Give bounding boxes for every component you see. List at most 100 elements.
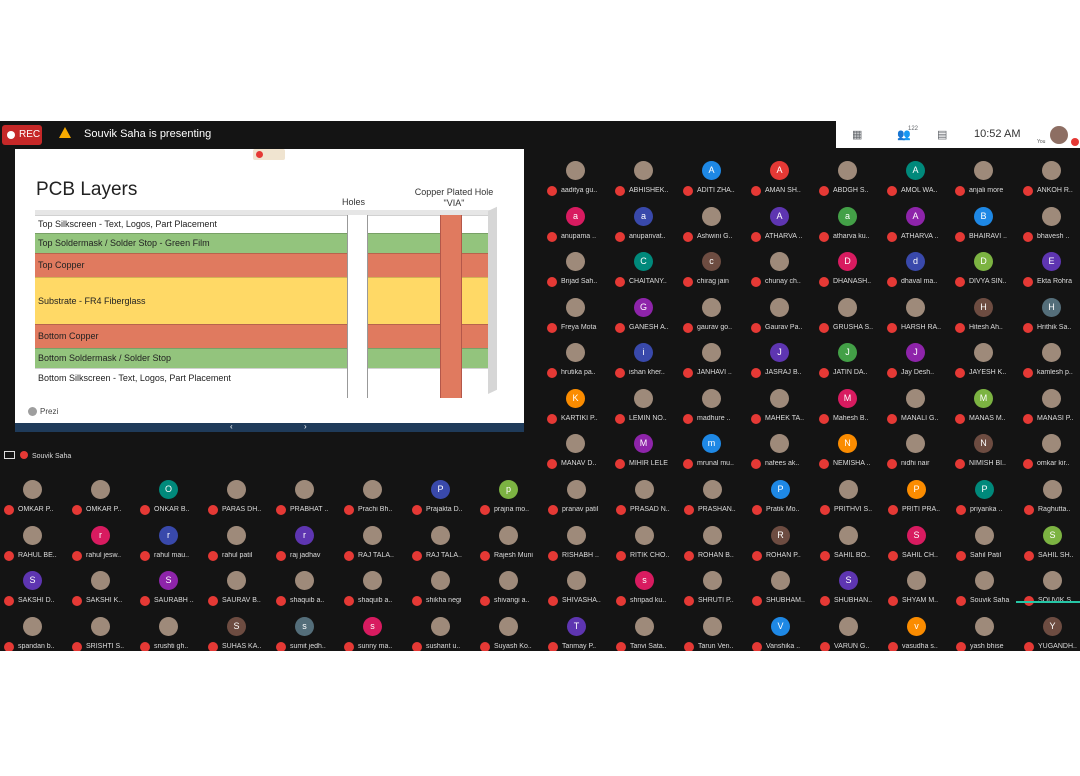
participant-tile[interactable]: yash bhise [953, 616, 1015, 651]
participant-tile[interactable]: kamlesh p.. [1020, 343, 1080, 383]
participant-tile[interactable]: d dhaval ma.. [884, 252, 946, 292]
participant-tile[interactable]: SAHIL BO.. [817, 525, 879, 566]
participant-tile[interactable]: OMKAR P.. [69, 480, 131, 520]
participant-tile[interactable]: s sumit jedh.. [273, 616, 335, 651]
participant-tile[interactable]: D DHANASH.. [816, 252, 878, 292]
participant-tile[interactable]: A ATHARVA .. [748, 206, 810, 247]
participant-tile[interactable]: JAYESH K.. [952, 343, 1014, 383]
participant-tile[interactable]: N NEMISHA .. [816, 434, 878, 474]
participant-tile[interactable]: a atharva ku.. [816, 206, 878, 247]
participant-tile[interactable]: D DIVYA SIN.. [952, 252, 1014, 292]
participant-tile[interactable]: shaquib a.. [341, 571, 403, 611]
participant-tile[interactable]: A AMOL WA.. [884, 161, 946, 201]
participant-tile[interactable]: nafees ak.. [748, 434, 810, 474]
participant-tile[interactable]: SAKSHI K.. [69, 571, 131, 611]
participant-tile[interactable]: LEMIN NO.. [612, 388, 674, 429]
participant-tile[interactable]: omkar kir.. [1020, 434, 1080, 474]
participant-tile[interactable]: S SAURABH .. [137, 571, 199, 611]
participant-tile[interactable]: rahul patil [205, 525, 267, 566]
participant-tile[interactable]: M MANAS M.. [952, 388, 1014, 429]
participant-tile[interactable]: S SUHAS KA.. [205, 616, 267, 651]
participant-tile[interactable]: S SHUBHAN.. [817, 571, 879, 611]
participant-tile[interactable]: MAHEK TA.. [748, 388, 810, 429]
participant-tile[interactable]: c chirag jain [680, 252, 742, 292]
participant-tile[interactable]: S SAHIL SH.. [1021, 525, 1080, 566]
participant-tile[interactable]: Rajesh Muni [477, 525, 539, 566]
participant-tile[interactable]: r rahul jesw.. [69, 525, 131, 566]
participant-tile[interactable]: ABDGH S.. [816, 161, 878, 201]
participant-tile[interactable]: R ROHAN P.. [749, 525, 811, 566]
participant-tile[interactable]: PRASAD N.. [613, 480, 675, 520]
participant-tile[interactable]: M Mahesh B.. [816, 388, 878, 429]
chat-icon[interactable]: ▤ [937, 129, 948, 141]
participant-tile[interactable]: SAURAV B.. [205, 571, 267, 611]
participant-tile[interactable]: pranav patil [545, 480, 607, 520]
participant-tile[interactable]: P Prajakta D.. [409, 480, 471, 520]
participant-tile[interactable]: SHYAM M.. [885, 571, 947, 611]
participant-tile[interactable]: Tanvi Sata.. [613, 616, 675, 651]
participant-tile[interactable]: gaurav go.. [680, 297, 742, 338]
participant-tile[interactable]: Raghutta.. [1021, 480, 1080, 520]
participant-tile[interactable]: ANKOH R.. [1020, 161, 1080, 201]
participant-tile[interactable]: A ATHARVA .. [884, 206, 946, 247]
participant-tile[interactable]: Gaurav Pa.. [748, 297, 810, 338]
participant-tile[interactable]: chunay ch.. [748, 252, 810, 292]
participant-tile[interactable]: RAHUL BE.. [1, 525, 63, 566]
participant-tile[interactable]: P Pratik Mo.. [749, 480, 811, 520]
participant-tile[interactable]: PRASHAN.. [681, 480, 743, 520]
participant-tile[interactable]: J JASRAJ B.. [748, 343, 810, 383]
participant-tile[interactable]: VARUN G.. [817, 616, 879, 651]
participant-tile[interactable]: anjali more [952, 161, 1014, 201]
participant-tile[interactable]: RISHABH .. [545, 525, 607, 566]
participant-tile[interactable]: a anupanvat.. [612, 206, 674, 247]
participant-tile[interactable]: K KARTIKI P.. [544, 388, 606, 429]
people-icon[interactable]: 👥 [897, 129, 911, 141]
participant-tile[interactable]: Y YUGANDH.. [1021, 616, 1080, 651]
participant-tile[interactable]: A ADITI ZHA.. [680, 161, 742, 201]
participant-tile[interactable]: O ONKAR B.. [137, 480, 199, 520]
participant-tile[interactable]: PRABHAT .. [273, 480, 335, 520]
participant-tile[interactable]: RAJ TALA.. [409, 525, 471, 566]
participant-tile[interactable]: JANHAVI .. [680, 343, 742, 383]
participant-tile[interactable]: C CHAITANY.. [612, 252, 674, 292]
grid-layout-icon[interactable]: ▦ [852, 129, 863, 141]
participant-tile[interactable]: s sunny ma.. [341, 616, 403, 651]
prev-slide-button[interactable]: ‹ [230, 422, 233, 431]
participant-tile[interactable]: Prachi Bh.. [341, 480, 403, 520]
participant-tile[interactable]: SHIVASHA.. [545, 571, 607, 611]
participant-tile[interactable]: nidhi nair [884, 434, 946, 474]
participant-tile[interactable]: PARAS DH.. [205, 480, 267, 520]
participant-tile[interactable]: SOUVIK S.. [1021, 571, 1080, 611]
participant-tile[interactable]: ROHAN B.. [681, 525, 743, 566]
participant-tile[interactable]: RITIK CHO.. [613, 525, 675, 566]
participant-tile[interactable]: Suyash Ko.. [477, 616, 539, 651]
participant-tile[interactable]: m mrunal mu.. [680, 434, 742, 474]
participant-tile[interactable]: G GANESH A.. [612, 297, 674, 338]
participant-tile[interactable]: J JATIN DA.. [816, 343, 878, 383]
participant-tile[interactable]: H Hitesh Ah.. [952, 297, 1014, 338]
participant-tile[interactable]: SHRUTI P.. [681, 571, 743, 611]
participant-tile[interactable]: RAJ TALA.. [341, 525, 403, 566]
participant-tile[interactable]: S SAHIL CH.. [885, 525, 947, 566]
participant-tile[interactable]: T Tanmay P.. [545, 616, 607, 651]
participant-tile[interactable]: Freya Mota [544, 297, 606, 338]
participant-tile[interactable]: madhure .. [680, 388, 742, 429]
participant-tile[interactable]: shivangi a.. [477, 571, 539, 611]
participant-tile[interactable]: aaditya gu.. [544, 161, 606, 201]
participant-tile[interactable]: srushti gh.. [137, 616, 199, 651]
participant-tile[interactable]: bhavesh .. [1020, 206, 1080, 247]
participant-tile[interactable]: i ishan kher.. [612, 343, 674, 383]
next-slide-button[interactable]: › [304, 422, 307, 431]
participant-tile[interactable]: Sahil Patil [953, 525, 1015, 566]
participant-tile[interactable]: a anupama .. [544, 206, 606, 247]
participant-tile[interactable]: B BHAIRAVI .. [952, 206, 1014, 247]
participant-tile[interactable]: spandan b.. [1, 616, 63, 651]
participant-tile[interactable]: MANASI P.. [1020, 388, 1080, 429]
participant-tile[interactable]: Ashwini G.. [680, 206, 742, 247]
participant-tile[interactable]: MANAV D.. [544, 434, 606, 474]
participant-tile[interactable]: A AMAN SH.. [748, 161, 810, 201]
participant-tile[interactable]: p prajna mo.. [477, 480, 539, 520]
participant-tile[interactable]: SRISHTI S.. [69, 616, 131, 651]
participant-tile[interactable]: v vasudha s.. [885, 616, 947, 651]
